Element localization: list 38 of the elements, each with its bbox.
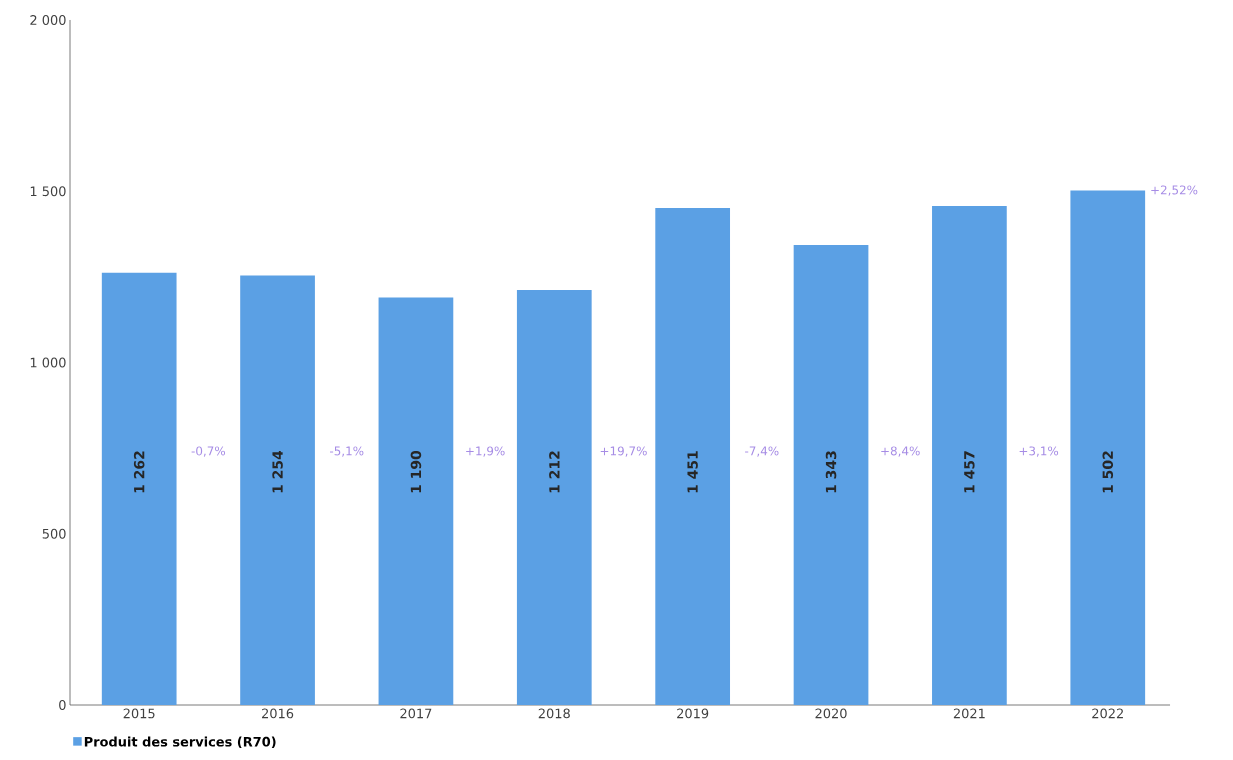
annotation: +3,1% xyxy=(1019,446,1059,457)
annotation: +8,4% xyxy=(881,446,920,457)
data-label: 1 212 xyxy=(549,451,560,493)
data-label: 1 254 xyxy=(272,450,283,493)
annotation: +19,7% xyxy=(600,446,647,457)
y-tick-label: 1 000 xyxy=(30,357,66,368)
bar xyxy=(240,275,315,705)
x-tick-label: 2019 xyxy=(677,708,709,719)
x-tick-label: 2015 xyxy=(123,708,155,719)
annotation: -0,7% xyxy=(191,446,226,457)
x-tick-label: 2022 xyxy=(1092,708,1123,719)
annotation: +2,52% xyxy=(1151,185,1198,196)
y-tick-label: 2 000 xyxy=(30,15,66,25)
x-tick-label: 2021 xyxy=(953,708,985,719)
x-tick-label: 2016 xyxy=(262,708,294,719)
data-label: 1 262 xyxy=(133,451,145,493)
data-label: 1 457 xyxy=(964,451,975,493)
bar xyxy=(793,245,869,705)
y-tick-label: 1 500 xyxy=(30,186,66,197)
y-tick-label: 0 xyxy=(59,700,66,710)
bar xyxy=(932,205,1007,705)
annotation: -7,4% xyxy=(745,446,779,457)
annotation: -5,1% xyxy=(329,446,364,457)
data-label: 1 502 xyxy=(1102,451,1114,493)
bar xyxy=(1070,190,1146,705)
bar xyxy=(516,289,592,705)
bar xyxy=(655,208,731,705)
data-label: 1 343 xyxy=(825,451,837,493)
data-label: 1 190 xyxy=(410,450,422,493)
bar xyxy=(378,297,454,705)
legend-label: Produit des services (R70) xyxy=(84,736,276,749)
data-label: 1 451 xyxy=(687,451,698,493)
annotation: +1,9% xyxy=(466,446,505,457)
bar xyxy=(101,272,177,705)
x-tick-label: 2020 xyxy=(815,708,847,719)
x-tick-label: 2018 xyxy=(538,708,570,719)
x-tick-label: 2017 xyxy=(400,708,432,719)
y-tick-label: 500 xyxy=(42,528,66,539)
